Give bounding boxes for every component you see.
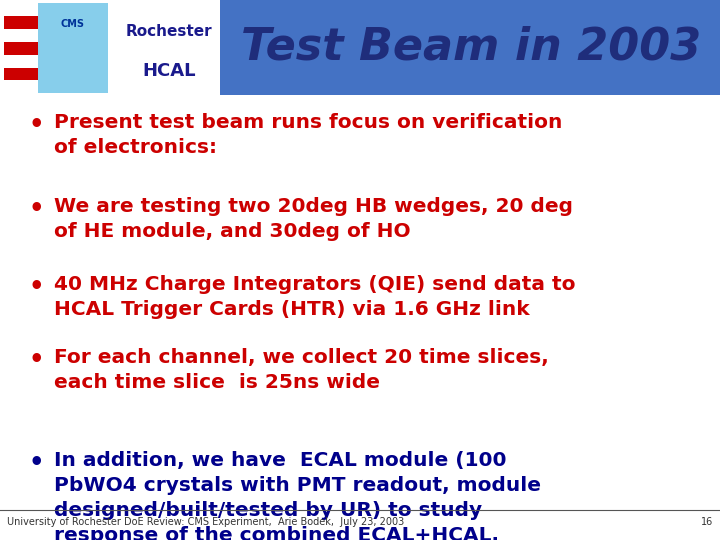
Bar — [4, 3, 38, 16]
Text: HCAL: HCAL — [143, 62, 196, 80]
Bar — [4, 3, 38, 93]
Text: For each channel, we collect 20 time slices,
each time slice  is 25ns wide: For each channel, we collect 20 time sli… — [54, 348, 549, 392]
Text: Present test beam runs focus on verification
of electronics:: Present test beam runs focus on verifica… — [54, 113, 562, 157]
Text: •: • — [29, 197, 45, 221]
Text: In addition, we have  ECAL module (100
PbWO4 crystals with PMT readout, module
d: In addition, we have ECAL module (100 Pb… — [54, 451, 541, 540]
Bar — [0, 0, 720, 94]
Text: Rochester: Rochester — [126, 24, 212, 39]
Text: •: • — [29, 348, 45, 372]
Text: •: • — [29, 275, 45, 299]
Bar — [4, 80, 38, 93]
Text: •: • — [29, 113, 45, 137]
Bar — [4, 55, 38, 68]
Text: We are testing two 20deg HB wedges, 20 deg
of HE module, and 30deg of HO: We are testing two 20deg HB wedges, 20 d… — [54, 197, 573, 241]
Text: Test Beam in 2003: Test Beam in 2003 — [241, 26, 702, 69]
Text: 40 MHz Charge Integrators (QIE) send data to
HCAL Trigger Cards (HTR) via 1.6 GH: 40 MHz Charge Integrators (QIE) send dat… — [54, 275, 575, 319]
Text: 16: 16 — [701, 517, 713, 528]
Bar — [220, 0, 720, 94]
Text: University of Rochester DoE Review: CMS Experiment,  Arie Bodek,  July 23, 2003: University of Rochester DoE Review: CMS … — [7, 517, 405, 528]
Bar — [38, 3, 108, 93]
Text: •: • — [29, 451, 45, 475]
Bar — [4, 29, 38, 42]
Text: CMS: CMS — [60, 19, 84, 30]
